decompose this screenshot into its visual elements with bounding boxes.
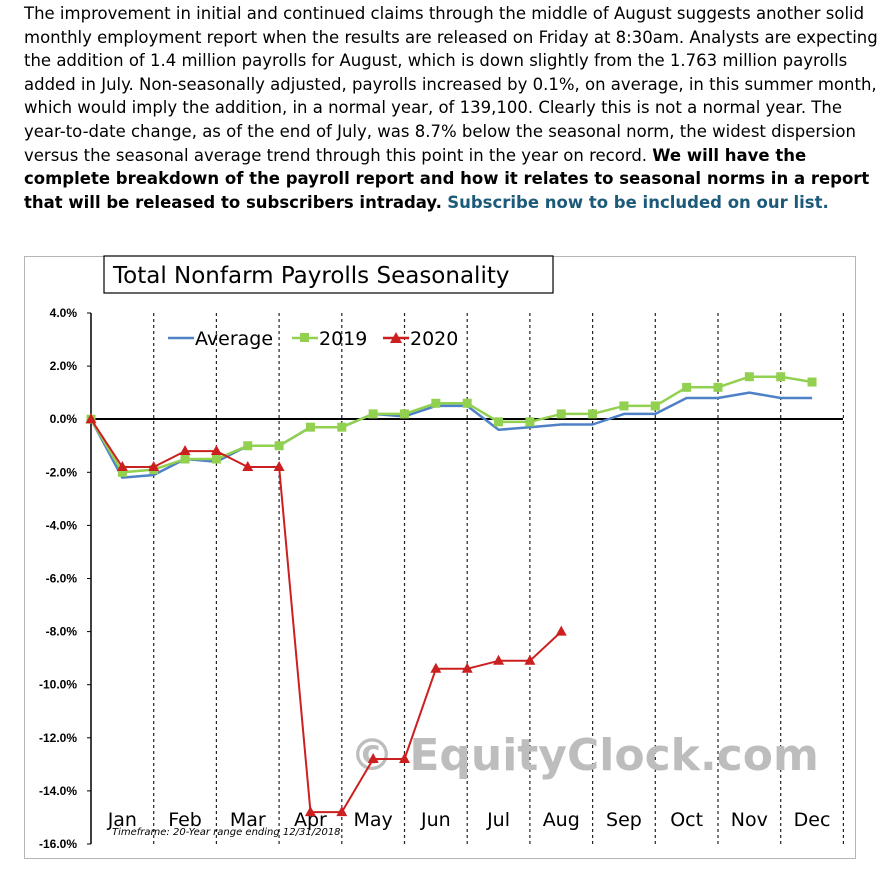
point-2019 — [180, 454, 190, 464]
chart-title: Total Nonfarm Payrolls Seasonality — [112, 263, 509, 289]
chart-frame — [24, 256, 856, 859]
legend-label-average: Average — [195, 328, 273, 350]
month-label: Dec — [794, 809, 831, 831]
point-2020 — [555, 625, 567, 636]
legend-item-2019: 2019 — [292, 328, 367, 350]
month-label: Feb — [168, 809, 202, 831]
legend-item-2020: 2020 — [383, 328, 458, 350]
point-2019 — [400, 409, 409, 419]
point-2019 — [525, 417, 535, 427]
vertical-gridlines — [153, 313, 845, 844]
y-tick-label: 4.0% — [50, 306, 78, 320]
series-lines — [85, 372, 817, 817]
legend-label-2019: 2019 — [319, 328, 367, 350]
point-2020 — [242, 460, 254, 471]
month-label: Jul — [486, 809, 510, 831]
point-2019 — [807, 377, 817, 387]
series-line-average — [89, 391, 813, 479]
legend: Average 2019 2020 — [168, 328, 458, 350]
y-tick-label: -16.0% — [39, 837, 77, 851]
series-line-2020 — [90, 418, 562, 814]
point-2020 — [493, 654, 505, 665]
month-label: May — [354, 809, 393, 831]
point-2020 — [85, 413, 97, 424]
legend-marker-2020 — [390, 332, 402, 343]
month-label: Oct — [670, 809, 703, 831]
point-2020 — [399, 753, 410, 764]
y-tick-label: -10.0% — [39, 678, 77, 692]
point-2020 — [430, 662, 442, 673]
y-tick-label: -12.0% — [39, 731, 77, 745]
point-2020 — [367, 753, 379, 764]
y-tick-label: 2.0% — [50, 359, 78, 373]
point-2019 — [650, 401, 660, 411]
point-2019 — [243, 441, 253, 451]
point-2019 — [462, 398, 472, 408]
month-label: Sep — [606, 809, 642, 831]
y-tick-label: -8.0% — [46, 625, 78, 639]
month-label: Jan — [107, 809, 137, 831]
chart-title-box — [103, 255, 554, 294]
point-2019 — [619, 401, 629, 411]
point-2019 — [117, 467, 127, 477]
y-tick-label: -2.0% — [46, 465, 78, 479]
point-2020 — [179, 445, 191, 456]
legend-label-2020: 2020 — [410, 328, 458, 350]
point-2019 — [305, 422, 315, 432]
y-tick-label: -4.0% — [46, 518, 78, 532]
point-2019 — [494, 417, 504, 427]
month-label: Aug — [543, 809, 580, 831]
point-2020 — [461, 662, 473, 673]
point-2019 — [368, 409, 378, 419]
y-tick-labels: 4.0% 2.0% 0.0% -2.0% -4.0% -6.0% -8.0% -10.0% -1… — [39, 306, 91, 851]
point-2019 — [713, 382, 723, 392]
month-label: Mar — [230, 809, 266, 831]
month-label: Apr — [294, 809, 327, 831]
point-2019 — [744, 372, 754, 382]
y-tick-label: -6.0% — [46, 572, 78, 586]
article-text: The improvement in initial and continued… — [24, 2, 886, 214]
point-2019 — [431, 398, 441, 408]
point-2019 — [776, 372, 786, 382]
point-2020 — [116, 460, 128, 471]
timeframe-annotation: Timeframe: 20-Year range ending 12/31/20… — [112, 827, 341, 838]
point-2019 — [211, 454, 221, 464]
point-2019 — [556, 409, 566, 419]
month-labels: Jan Feb Mar Apr May Jun Jul Aug Sep Oct Nov Dec — [107, 809, 831, 831]
legend-marker-2019 — [300, 333, 309, 342]
watermark: © EquityClock.com — [350, 730, 819, 781]
point-2019 — [588, 409, 598, 419]
point-2020 — [336, 806, 348, 817]
point-2020 — [524, 654, 536, 665]
legend-item-average: Average — [168, 328, 273, 350]
point-2019 — [274, 441, 284, 451]
point-2019 — [337, 422, 347, 432]
month-label: Nov — [731, 809, 768, 831]
point-2020 — [210, 445, 222, 456]
series-line-2019 — [89, 375, 813, 474]
subscribe-link[interactable]: Subscribe now to be included on our list… — [447, 192, 829, 212]
month-label: Jun — [420, 809, 451, 831]
y-tick-label: 0.0% — [50, 412, 78, 426]
article-paragraph: The improvement in initial and continued… — [24, 4, 878, 165]
point-2020 — [273, 460, 285, 471]
article-bold-statement: We will have the complete breakdown of t… — [24, 145, 870, 212]
point-2020 — [148, 460, 160, 471]
point-2020 — [304, 806, 316, 817]
point-2019 — [682, 382, 692, 392]
y-tick-label: -14.0% — [39, 784, 77, 798]
